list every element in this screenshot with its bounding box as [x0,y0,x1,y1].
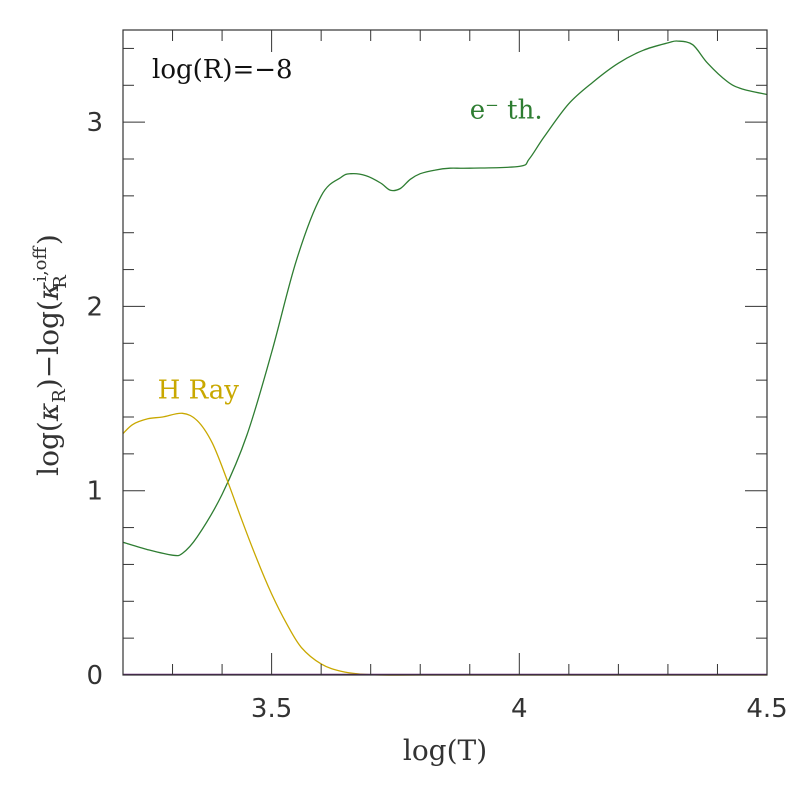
annotation-text: log(R)=−8 [152,55,293,85]
ylabel-suffix: ) [32,234,65,245]
ylabel-kappa-1: κ [32,403,65,422]
plot-frame [122,29,768,676]
x-tick-label: 4 [511,694,528,724]
series-label-1: H Ray [158,376,240,406]
ylabel-kappa-2: κ [32,282,65,301]
y-tick-label: 1 [86,477,103,507]
y-tick-label: 0 [86,661,103,691]
y-tick-label: 2 [86,292,103,322]
ylabel-mid: )−log( [32,300,65,389]
series-label-0: e⁻ th. [470,95,543,125]
ylabel-sup-2: i,off [30,245,51,281]
x-axis-label: log(T) [403,734,487,767]
ylabel-sub-1: R [49,389,70,403]
series-line-1 [122,412,767,676]
ylabel-sub-2: R [50,275,71,289]
y-axis-label: log(κR)−log(κi,offR) [30,234,71,476]
y-tick-label: 3 [86,108,103,138]
x-tick-label: 3.5 [251,694,292,724]
x-tick-label: 4.5 [746,694,787,724]
series-group: e⁻ th. H Ray [122,40,768,676]
series-line-0 [122,40,768,557]
ticks: 3.5 4 4.5 0 1 2 3 [86,30,788,724]
ylabel-prefix: log( [32,421,65,476]
